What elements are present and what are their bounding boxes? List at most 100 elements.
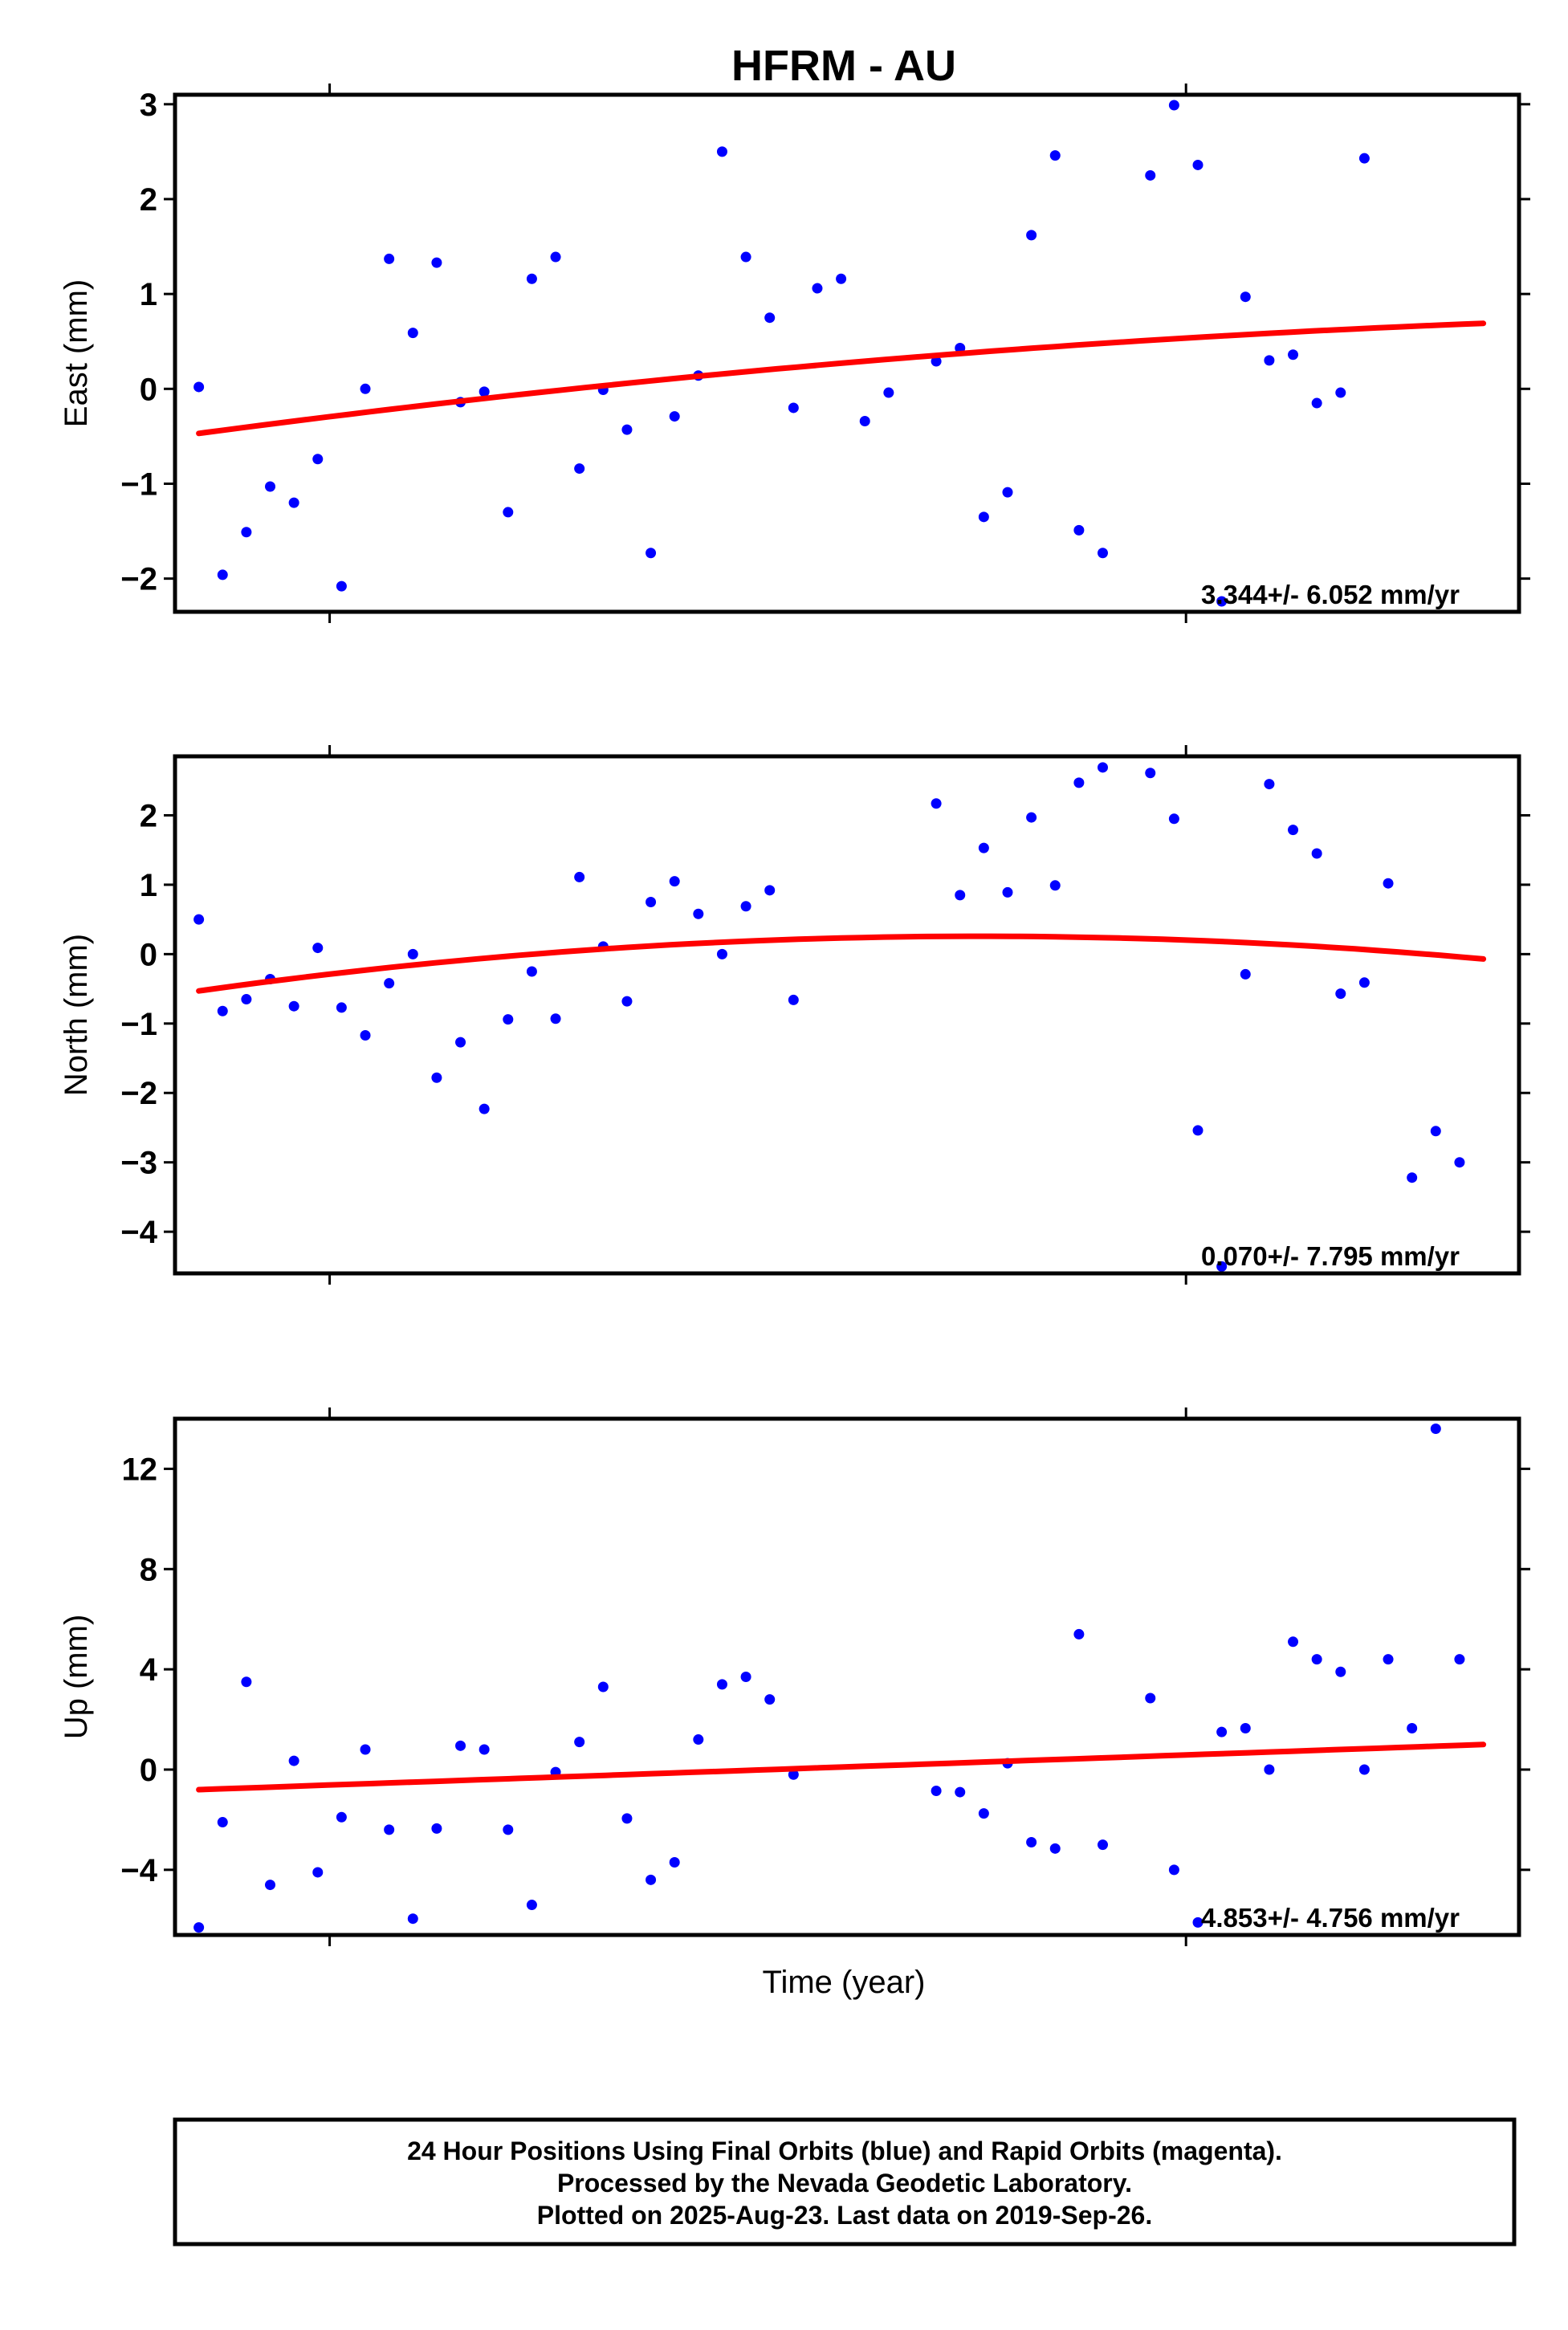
data-point: [716, 1679, 727, 1690]
data-point: [479, 386, 490, 397]
rate-annotation: 0.070+/- 7.795 mm/yr: [1201, 1241, 1460, 1271]
data-point: [693, 908, 704, 919]
data-point: [1073, 1628, 1085, 1640]
data-point: [1049, 1843, 1061, 1854]
data-point: [669, 876, 680, 887]
footer-line-2: Processed by the Nevada Geodetic Laborat…: [557, 2169, 1132, 2198]
data-point: [407, 948, 418, 959]
footer-frame: [173, 2117, 1517, 2246]
data-point: [646, 548, 657, 559]
data-point: [669, 411, 680, 422]
data-point: [883, 387, 894, 398]
data-point: [1216, 596, 1228, 607]
x-axis-label: Time (year): [763, 1965, 926, 2000]
data-point: [1168, 813, 1179, 825]
data-point: [955, 890, 966, 901]
data-point: [621, 424, 633, 435]
y-axis-label: North (mm): [59, 934, 94, 1096]
data-point: [241, 527, 252, 538]
data-point: [1358, 1764, 1370, 1775]
data-point: [193, 381, 205, 393]
data-point: [740, 251, 751, 263]
data-point: [1049, 150, 1061, 161]
fit-line: [196, 320, 1487, 437]
data-point: [431, 1072, 442, 1083]
data-point: [526, 966, 537, 977]
data-point: [526, 1900, 537, 1911]
y-tick-label: 12: [122, 1452, 158, 1487]
data-point: [1454, 1157, 1465, 1168]
data-point: [550, 1013, 561, 1024]
data-point: [1454, 1654, 1465, 1665]
data-point: [1098, 762, 1109, 773]
data-point: [1026, 1837, 1037, 1848]
footer-box: 24 Hour Positions Using Final Orbits (bl…: [173, 2117, 1517, 2246]
data-point: [1098, 1839, 1109, 1851]
data-point: [1049, 880, 1061, 891]
data-point: [1216, 1261, 1228, 1272]
data-point: [788, 994, 799, 1005]
y-tick-label: 0: [140, 1753, 157, 1788]
data-point: [479, 1103, 490, 1114]
y-tick-label: −4: [120, 1853, 157, 1888]
data-point: [1407, 1722, 1418, 1733]
data-point: [1358, 977, 1370, 988]
data-point: [503, 1014, 514, 1025]
data-point: [1407, 1172, 1418, 1183]
data-point: [716, 146, 727, 157]
data-point: [384, 253, 395, 264]
y-tick-label: 0: [140, 937, 157, 972]
data-point: [336, 580, 347, 592]
data-point: [503, 507, 514, 518]
data-point: [312, 943, 324, 954]
data-point: [360, 1030, 371, 1041]
data-point: [1311, 848, 1322, 859]
y-axis-label: East (mm): [59, 279, 94, 427]
data-point: [1311, 1654, 1322, 1665]
data-point: [859, 415, 870, 426]
plot-frame: [173, 754, 1521, 1276]
data-point: [669, 1856, 680, 1868]
data-point: [217, 1817, 228, 1828]
data-point: [1192, 159, 1203, 170]
data-point: [288, 1755, 299, 1766]
data-point: [764, 1694, 776, 1705]
data-point: [1216, 1726, 1228, 1737]
rate-annotation: 4.853+/- 4.756 mm/yr: [1201, 1903, 1460, 1933]
data-point: [1240, 968, 1251, 980]
fit-line: [196, 933, 1487, 994]
data-point: [1240, 1722, 1251, 1733]
data-point: [955, 1786, 966, 1798]
data-point: [1098, 548, 1109, 559]
y-axis-label: Up (mm): [59, 1615, 94, 1740]
data-point: [1383, 878, 1394, 889]
data-point: [764, 885, 776, 896]
data-point: [384, 978, 395, 989]
data-point: [1192, 1125, 1203, 1136]
data-point: [1288, 349, 1299, 360]
data-point: [455, 1740, 466, 1751]
data-point: [740, 901, 751, 912]
data-point: [978, 511, 989, 523]
y-tick-label: 1: [140, 277, 157, 312]
data-point: [1288, 1636, 1299, 1648]
data-point: [1335, 1666, 1346, 1677]
data-point: [931, 1786, 942, 1797]
data-point: [217, 569, 228, 580]
data-point: [1383, 1654, 1394, 1665]
data-point: [574, 871, 585, 882]
data-point: [1264, 779, 1275, 790]
data-point: [360, 1744, 371, 1755]
y-tick-label: 3: [140, 88, 157, 123]
data-point: [1264, 355, 1275, 366]
data-point: [1168, 1864, 1179, 1876]
data-point: [265, 481, 276, 492]
data-point: [812, 283, 823, 294]
data-point: [1145, 1693, 1156, 1704]
data-point: [1026, 812, 1037, 823]
data-point: [1430, 1126, 1441, 1137]
data-point: [646, 1874, 657, 1885]
data-point: [193, 914, 205, 925]
y-tick-label: 8: [140, 1552, 157, 1587]
data-point: [1026, 230, 1037, 241]
